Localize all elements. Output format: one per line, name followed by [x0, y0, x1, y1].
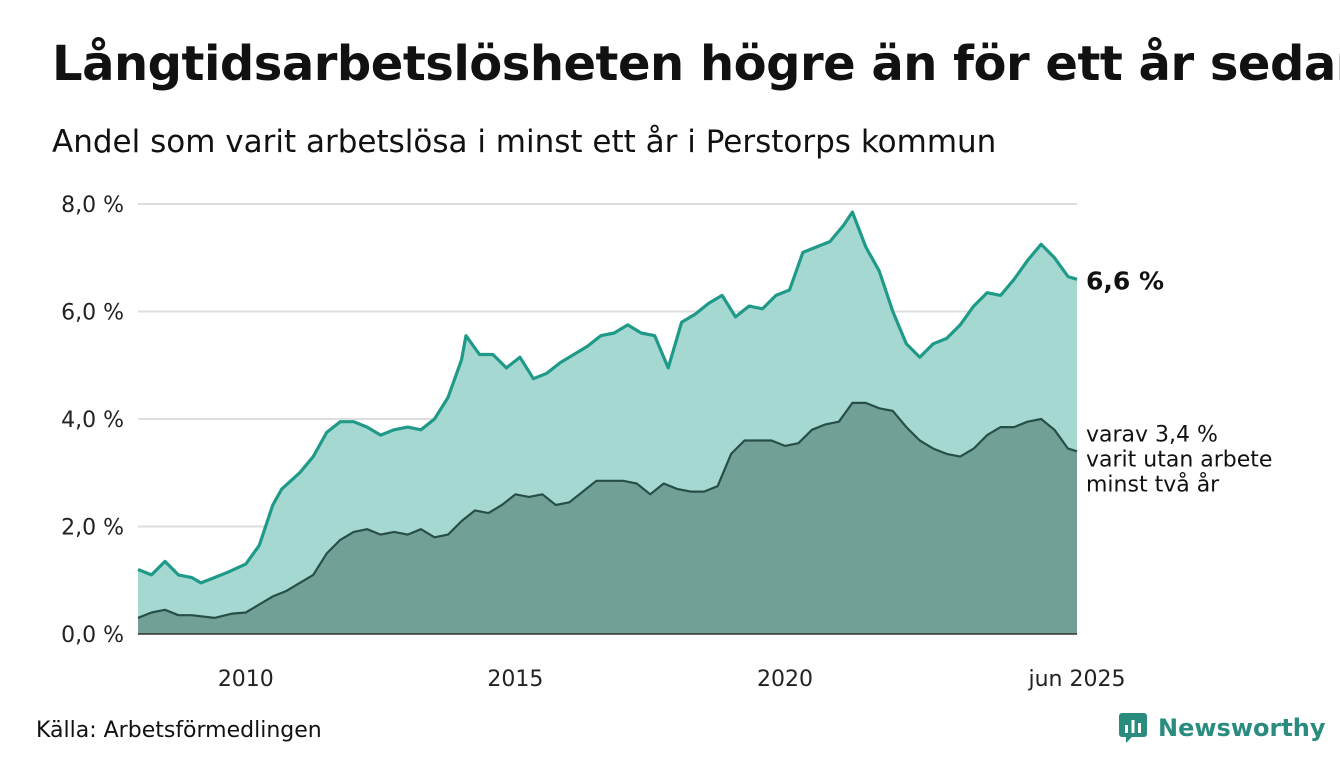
end-value-note-line: minst två år: [1086, 471, 1220, 497]
newsworthy-logo-icon: [1119, 713, 1147, 743]
chart-subtitle: Andel som varit arbetslösa i minst ett å…: [52, 124, 997, 160]
brand-name: Newsworthy: [1158, 714, 1326, 742]
source-note: Källa: Arbetsförmedlingen: [36, 718, 322, 743]
y-tick-label: 4,0 %: [61, 408, 124, 433]
y-tick-label: 6,0 %: [61, 301, 124, 326]
brand: Newsworthy: [1118, 712, 1326, 744]
x-tick-label: jun 2025: [1028, 667, 1126, 692]
y-tick-label: 8,0 %: [61, 193, 124, 218]
x-tick-label: 2015: [487, 667, 543, 692]
end-value-note-line: varit utan arbete: [1086, 447, 1272, 472]
x-tick-label: 2010: [218, 667, 274, 692]
line-minst-tva-ar: [137, 401, 1078, 619]
line-minst-ett-ar: [137, 210, 1078, 585]
area-minst-tva-ar: [138, 402, 1077, 634]
y-tick-label: 2,0 %: [61, 516, 124, 541]
end-value-label: 6,6 %: [1086, 266, 1164, 295]
axes: 0,0 % 2,0 % 4,0 % 6,0 % 8,0 % 2010 2015 2020 jun…: [61, 193, 1125, 692]
chart-areas: [137, 210, 1078, 634]
x-tick-label: 2020: [757, 667, 813, 692]
chart-title: Långtidsarbetslösheten högre än för ett …: [52, 36, 1340, 92]
area-chart: 0,0 % 2,0 % 4,0 % 6,0 % 8,0 % 2010 2015 2020 jun…: [61, 193, 1272, 692]
y-tick-label: 0,0 %: [61, 623, 124, 648]
end-value-note-line: varav 3,4 %: [1086, 422, 1218, 447]
